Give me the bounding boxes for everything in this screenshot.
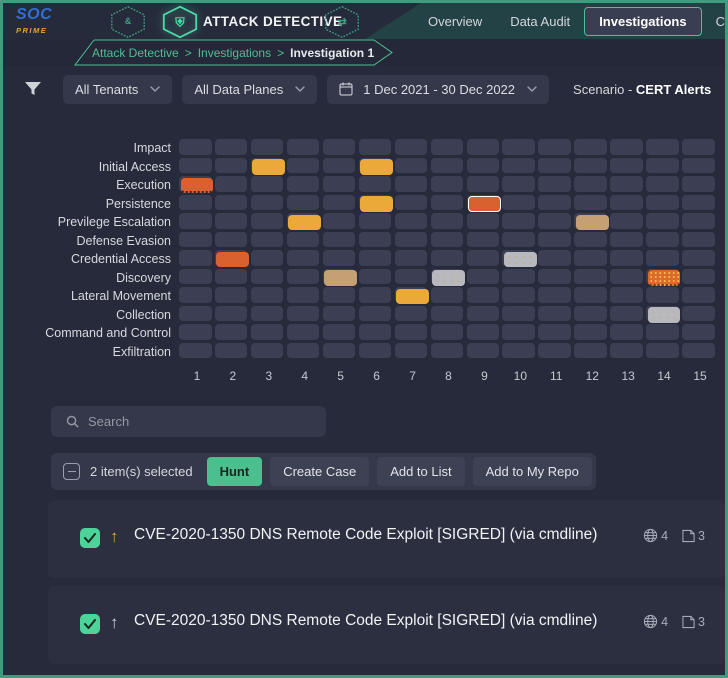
svg-text:⇄: ⇄: [337, 17, 346, 29]
svg-text:⛨: ⛨: [174, 15, 185, 29]
svg-text:&: &: [125, 16, 132, 26]
